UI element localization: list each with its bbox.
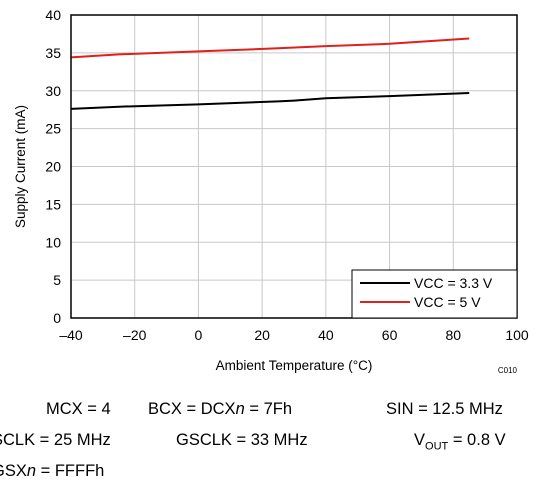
- y-tick-label: 35: [45, 45, 61, 61]
- x-tick-label: 100: [505, 327, 529, 343]
- condition-gsclk: GSCLK = 33 MHz: [176, 431, 308, 449]
- legend-label: VCC = 3.3 V: [414, 275, 493, 291]
- x-tick-label: 40: [318, 327, 334, 343]
- tick-labels: –40 –20 0 20 40 60 80 100 0 5 10 15 20 25 30 35 40: [45, 7, 528, 343]
- y-tick-label: 30: [45, 83, 61, 99]
- x-tick-label: –40: [59, 327, 83, 343]
- y-axis-label: Supply Current (mA): [13, 105, 28, 228]
- condition-vout: VOUT = 0.8 V: [414, 431, 506, 453]
- condition-sclk: SCLK = 25 MHz: [0, 431, 111, 449]
- supply-current-chart: –40 –20 0 20 40 60 80 100 0 5 10 15 20 25 30 35 40 Ambie…: [13, 7, 529, 375]
- y-tick-label: 10: [45, 234, 61, 250]
- legend: VCC = 3.3 V VCC = 5 V: [351, 269, 518, 319]
- x-tick-label: 80: [445, 327, 461, 343]
- y-tick-label: 40: [45, 7, 61, 23]
- condition-mcx: MCX = 4: [46, 400, 111, 418]
- series-line-2: [70, 37, 470, 59]
- y-tick-label: 0: [53, 310, 61, 326]
- series-lines: [70, 37, 470, 110]
- legend-box: [351, 269, 518, 319]
- legend-label: VCC = 5 V: [414, 294, 481, 310]
- condition-sin: SIN = 12.5 MHz: [386, 400, 503, 418]
- x-tick-label: 0: [195, 327, 203, 343]
- y-tick-label: 5: [53, 272, 61, 288]
- series-line-1: [70, 92, 470, 110]
- plot-frame: [70, 14, 518, 319]
- x-tick-label: –20: [123, 327, 147, 343]
- y-tick-label: 20: [45, 159, 61, 175]
- figure-code: C010: [498, 366, 518, 375]
- y-tick-label: 25: [45, 121, 61, 137]
- condition-bcx-dcx: BCX = DCXn = 7Fh: [148, 400, 293, 418]
- x-axis-label: Ambient Temperature (°C): [216, 358, 373, 373]
- x-tick-label: 60: [382, 327, 398, 343]
- y-tick-label: 15: [45, 196, 61, 212]
- condition-gsxn: GSXn = FFFFh: [0, 462, 105, 480]
- x-tick-label: 20: [254, 327, 270, 343]
